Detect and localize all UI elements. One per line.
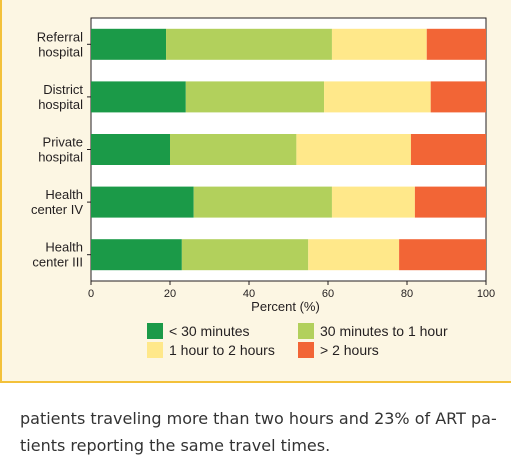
bar-3-segment-2 bbox=[170, 134, 297, 165]
category-label-5: Health center III bbox=[32, 240, 83, 270]
body-text: patients traveling more than two hours a… bbox=[20, 405, 510, 459]
bar-1-segment-2 bbox=[166, 28, 332, 60]
bar-2-segment-4 bbox=[430, 81, 486, 113]
x-tick-label-2: 20 bbox=[164, 288, 176, 300]
legend-swatch-1 bbox=[147, 323, 163, 339]
x-tick-label-6: 100 bbox=[477, 288, 495, 300]
x-tick-label-3: 40 bbox=[243, 288, 255, 300]
x-tick-label-4: 60 bbox=[322, 288, 334, 300]
category-label-3: Private hospital bbox=[38, 135, 83, 165]
legend-swatch-3 bbox=[147, 342, 163, 358]
bar-5-segment-3 bbox=[308, 239, 400, 271]
legend-label-1: < 30 minutes bbox=[169, 323, 250, 339]
legend-label-4: > 2 hours bbox=[320, 342, 379, 358]
bar-3-segment-3 bbox=[296, 134, 411, 165]
bar-4-segment-4 bbox=[414, 186, 486, 218]
figure-panel: Referral hospital District hospital Private h… bbox=[0, 0, 511, 383]
bar-5-segment-1 bbox=[91, 239, 182, 271]
bar-1-segment-1 bbox=[91, 28, 167, 60]
x-axis-title: Percent (%) bbox=[251, 299, 320, 314]
bar-1-segment-4 bbox=[426, 28, 486, 60]
bar-4-segment-1 bbox=[91, 186, 194, 218]
legend-swatch-2 bbox=[298, 323, 314, 339]
category-label-4: Health center IV bbox=[31, 187, 83, 217]
category-label-1: Referral hospital bbox=[37, 29, 83, 59]
bar-5-segment-2 bbox=[181, 239, 309, 271]
bar-2-segment-2 bbox=[185, 81, 325, 113]
bar-5-segment-4 bbox=[399, 239, 486, 271]
x-tick-label-5: 80 bbox=[401, 288, 413, 300]
legend-label-2: 30 minutes to 1 hour bbox=[320, 323, 448, 339]
body-text-line-2: tients reporting the same travel times. bbox=[20, 436, 331, 455]
body-text-line-1: patients traveling more than two hours a… bbox=[20, 409, 497, 428]
legend-swatch-4 bbox=[298, 342, 314, 358]
bar-4-segment-2 bbox=[193, 186, 332, 218]
category-label-2: District hospital bbox=[38, 82, 83, 112]
bar-2-segment-1 bbox=[91, 81, 186, 113]
bar-3-segment-4 bbox=[410, 134, 486, 165]
bar-4-segment-3 bbox=[331, 186, 415, 218]
bar-1-segment-3 bbox=[331, 28, 427, 60]
bar-3-segment-1 bbox=[91, 134, 170, 165]
stacked-bar-chart: Referral hospital District hospital Private h… bbox=[31, 17, 495, 358]
x-tick-label-1: 0 bbox=[88, 288, 94, 300]
legend-label-3: 1 hour to 2 hours bbox=[169, 342, 275, 358]
bar-2-segment-3 bbox=[324, 81, 431, 113]
